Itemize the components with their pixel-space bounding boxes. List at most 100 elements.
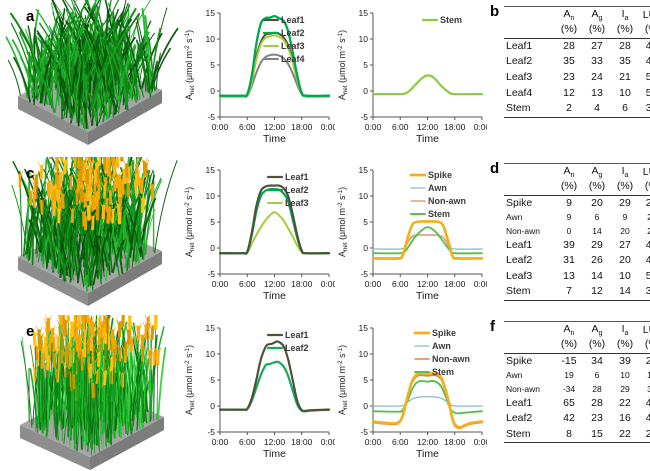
- table-row: Awn 19 6 10 1.8: [504, 369, 650, 382]
- value-cell: 65: [563, 396, 575, 409]
- panel-f: f AnAgIaLUE(%)(%)(%)(%)Spike-1534392.7Aw…: [487, 315, 650, 471]
- value-cell: 10: [619, 86, 631, 99]
- svg-text:0:00: 0:00: [474, 437, 487, 447]
- svg-text:10: 10: [206, 34, 216, 44]
- line-chart-a-leaves: -5 0 5 10 15 0:00 6:00 12:00 18:00 0:00 Time Anet (…: [184, 8, 335, 145]
- value-cell: 4.7: [645, 254, 650, 267]
- svg-text:12:00: 12:00: [264, 437, 286, 447]
- svg-text:18:00: 18:00: [291, 122, 313, 132]
- value-cell: 4.5: [645, 55, 650, 68]
- table-row: Leaf1 39 29 27 4.0: [504, 238, 650, 254]
- value-cell: 10: [619, 269, 631, 282]
- table-d-container: AnAgIaLUE(%)(%)(%)(%)Spike920292.5Awn969…: [487, 163, 650, 302]
- row-label: Non-awn: [506, 383, 541, 394]
- value-cell: 6: [611, 101, 639, 119]
- chart-c-organs: -5 0 5 10 15 0:00 6:00 12:00 18:00 0:00 Time Anet (…: [335, 157, 487, 315]
- value-cell: 1.8: [647, 370, 650, 381]
- value-cell: 10: [620, 370, 630, 381]
- value-cell: 9: [566, 212, 572, 223]
- column-header: An: [555, 321, 583, 339]
- svg-text:Non-awn: Non-awn: [432, 354, 470, 364]
- svg-text:12:00: 12:00: [264, 279, 286, 289]
- value-cell: 20: [591, 196, 603, 209]
- value-cell: 34: [591, 354, 603, 367]
- svg-text:5: 5: [363, 60, 368, 70]
- svg-text:Leaf3: Leaf3: [281, 41, 305, 51]
- svg-text:18:00: 18:00: [444, 437, 466, 447]
- value-cell: 28: [563, 39, 575, 52]
- svg-text:0: 0: [363, 86, 368, 96]
- svg-text:0:00: 0:00: [321, 122, 335, 132]
- svg-text:6:00: 6:00: [239, 437, 256, 447]
- row-label: Leaf1: [506, 396, 533, 409]
- data-table-f: AnAgIaLUE(%)(%)(%)(%)Spike-1534392.7Awn1…: [504, 321, 650, 444]
- svg-text:0: 0: [210, 86, 215, 96]
- svg-text:6:00: 6:00: [239, 122, 256, 132]
- svg-text:Anet (μmol m-2 s-1): Anet (μmol m-2 s-1): [337, 187, 349, 257]
- svg-text:0:00: 0:00: [365, 122, 382, 132]
- value-cell: 3.2: [639, 284, 650, 302]
- unit-cell: (%): [639, 338, 650, 354]
- svg-text:10: 10: [359, 349, 369, 359]
- unit-cell: (%): [639, 23, 650, 39]
- row-label: Awn: [506, 370, 523, 381]
- value-cell: 33: [591, 55, 603, 68]
- svg-text:18:00: 18:00: [444, 122, 466, 132]
- table-row: Leaf1 65 28 22 4.0: [504, 396, 650, 412]
- svg-text:Anet (μmol m-2 s-1): Anet (μmol m-2 s-1): [184, 187, 196, 257]
- unit-cell: (%): [611, 23, 639, 39]
- value-cell: 2.5: [645, 196, 650, 209]
- value-cell: 24: [591, 71, 603, 84]
- table-row: Awn 9 6 9 2.5: [504, 211, 650, 224]
- svg-text:10: 10: [206, 349, 216, 359]
- svg-text:0:00: 0:00: [474, 279, 487, 289]
- svg-text:6:00: 6:00: [392, 279, 409, 289]
- column-header: An: [555, 6, 583, 24]
- panel-label-b: b: [490, 3, 500, 20]
- svg-text:-5: -5: [207, 269, 215, 279]
- row-label: Stem: [504, 101, 555, 119]
- svg-text:Leaf2: Leaf2: [285, 343, 309, 353]
- row-label: Leaf3: [506, 71, 533, 84]
- svg-text:15: 15: [359, 165, 369, 175]
- table-header-row: AnAgIaLUE: [504, 6, 650, 24]
- column-header: LUE: [639, 163, 650, 181]
- unit-cell: (%): [639, 180, 650, 196]
- row-label: Leaf1: [506, 39, 533, 52]
- svg-text:-5: -5: [360, 269, 368, 279]
- svg-text:0:00: 0:00: [365, 279, 382, 289]
- svg-text:Time: Time: [416, 290, 439, 302]
- table-row: Leaf4 12 13 10 5.9: [504, 86, 650, 102]
- svg-text:Awn: Awn: [428, 183, 447, 193]
- table-f-container: AnAgIaLUE(%)(%)(%)(%)Spike-1534392.7Awn1…: [487, 321, 650, 444]
- value-cell: 27: [619, 238, 631, 251]
- svg-text:10: 10: [359, 191, 369, 201]
- svg-text:12:00: 12:00: [264, 122, 286, 132]
- svg-text:0: 0: [210, 401, 215, 411]
- value-cell: 23: [591, 412, 603, 425]
- value-cell: 20: [620, 225, 630, 236]
- svg-text:-5: -5: [207, 112, 215, 122]
- svg-text:12:00: 12:00: [417, 279, 439, 289]
- row-label: Leaf2: [506, 254, 533, 267]
- svg-text:Leaf2: Leaf2: [285, 185, 309, 195]
- svg-text:12:00: 12:00: [417, 437, 439, 447]
- column-header: LUE: [639, 6, 650, 24]
- value-cell: 4.0: [645, 238, 650, 251]
- value-cell: 5.4: [645, 71, 650, 84]
- value-cell: 13: [591, 86, 603, 99]
- column-header: Ag: [583, 321, 611, 339]
- unit-cell: (%): [583, 23, 611, 39]
- table-row: Leaf3 23 24 21 5.4: [504, 70, 650, 86]
- value-cell: 15: [583, 426, 611, 444]
- table-row: Spike 9 20 29 2.5: [504, 195, 650, 211]
- svg-text:Time: Time: [263, 133, 286, 145]
- svg-text:6:00: 6:00: [239, 279, 256, 289]
- svg-text:Anet (μmol m-2 s-1): Anet (μmol m-2 s-1): [337, 345, 349, 415]
- value-cell: 6: [594, 370, 600, 381]
- value-cell: 2: [555, 101, 583, 119]
- value-cell: 3.1: [639, 101, 650, 119]
